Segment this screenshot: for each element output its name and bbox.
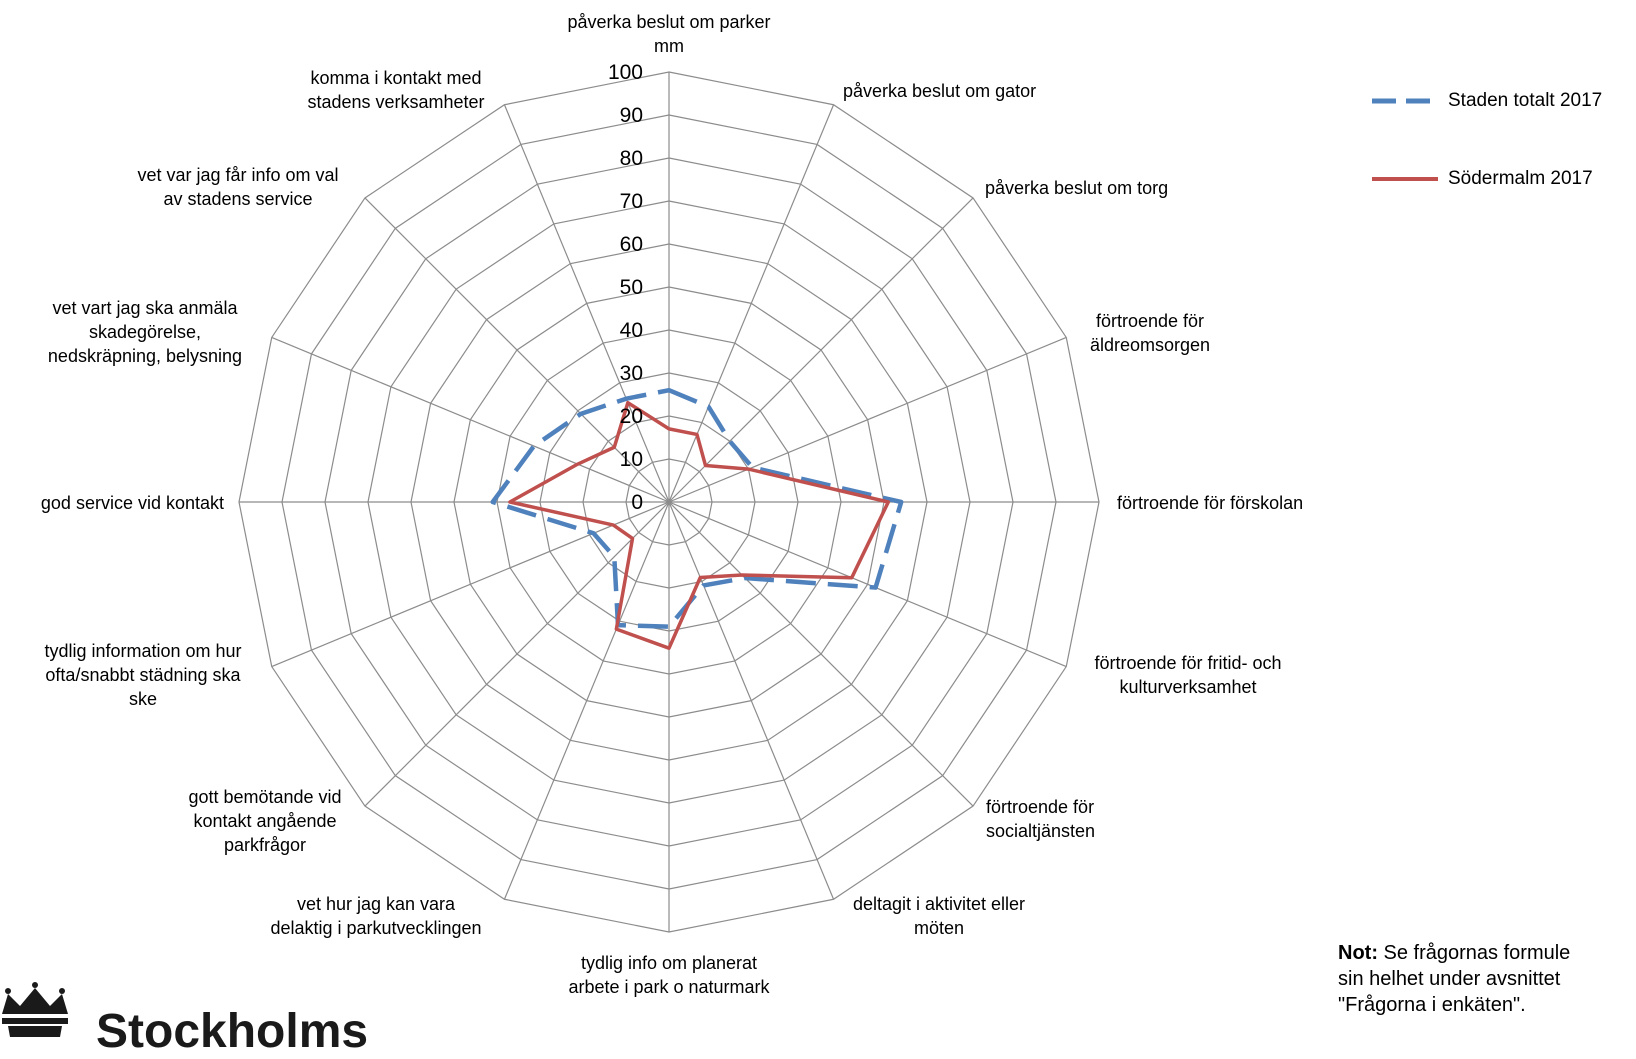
grid-spoke-9 — [504, 502, 669, 899]
grid-spoke-6 — [669, 502, 973, 806]
grid-spoke-7 — [669, 502, 834, 899]
tick-label-60: 60 — [620, 233, 643, 256]
category-label-2: påverka beslut om torg — [985, 178, 1168, 198]
tick-label-100: 100 — [608, 61, 643, 84]
note-line-2: sin helhet under avsnittet — [1338, 968, 1560, 990]
note-bold: Not: — [1338, 942, 1378, 964]
grid-spoke-2 — [669, 198, 973, 502]
note-line-1: Se frågornas formule — [1378, 942, 1570, 964]
logo-text: Stockholms — [96, 1004, 368, 1059]
tick-label-50: 50 — [620, 276, 643, 299]
note-text: Not: Se frågornas formule sin helhet und… — [1338, 940, 1636, 1018]
grid-spoke-15 — [504, 105, 669, 502]
grid-spoke-1 — [669, 105, 834, 502]
tick-label-90: 90 — [620, 104, 643, 127]
category-label-12: god service vid kontakt — [41, 493, 224, 513]
tick-label-10: 10 — [620, 448, 643, 471]
legend-item-staden: Staden totalt 2017 — [1370, 84, 1602, 118]
tick-label-80: 80 — [620, 147, 643, 170]
note-line-3: "Frågorna i enkäten". — [1338, 994, 1526, 1016]
legend: Staden totalt 2017 Södermalm 2017 — [1370, 84, 1602, 240]
legend-swatch-sodermalm — [1370, 172, 1440, 186]
category-label-1: påverka beslut om gator — [843, 81, 1036, 101]
legend-label-staden: Staden totalt 2017 — [1448, 90, 1602, 112]
grid-spoke-11 — [272, 502, 669, 667]
tick-label-70: 70 — [620, 190, 643, 213]
tick-label-20: 20 — [620, 405, 643, 428]
legend-swatch-staden — [1370, 94, 1440, 108]
grid-spoke-10 — [365, 502, 669, 806]
legend-label-sodermalm: Södermalm 2017 — [1448, 168, 1593, 190]
grid-spoke-5 — [669, 502, 1066, 667]
tick-label-0: 0 — [631, 491, 643, 514]
tick-label-30: 30 — [620, 362, 643, 385]
tick-label-40: 40 — [620, 319, 643, 342]
radar-grid — [239, 72, 1099, 932]
category-label-4: förtroende för förskolan — [1117, 493, 1303, 513]
grid-spoke-3 — [669, 337, 1066, 502]
grid-spoke-13 — [272, 337, 669, 502]
legend-item-sodermalm: Södermalm 2017 — [1370, 162, 1602, 196]
